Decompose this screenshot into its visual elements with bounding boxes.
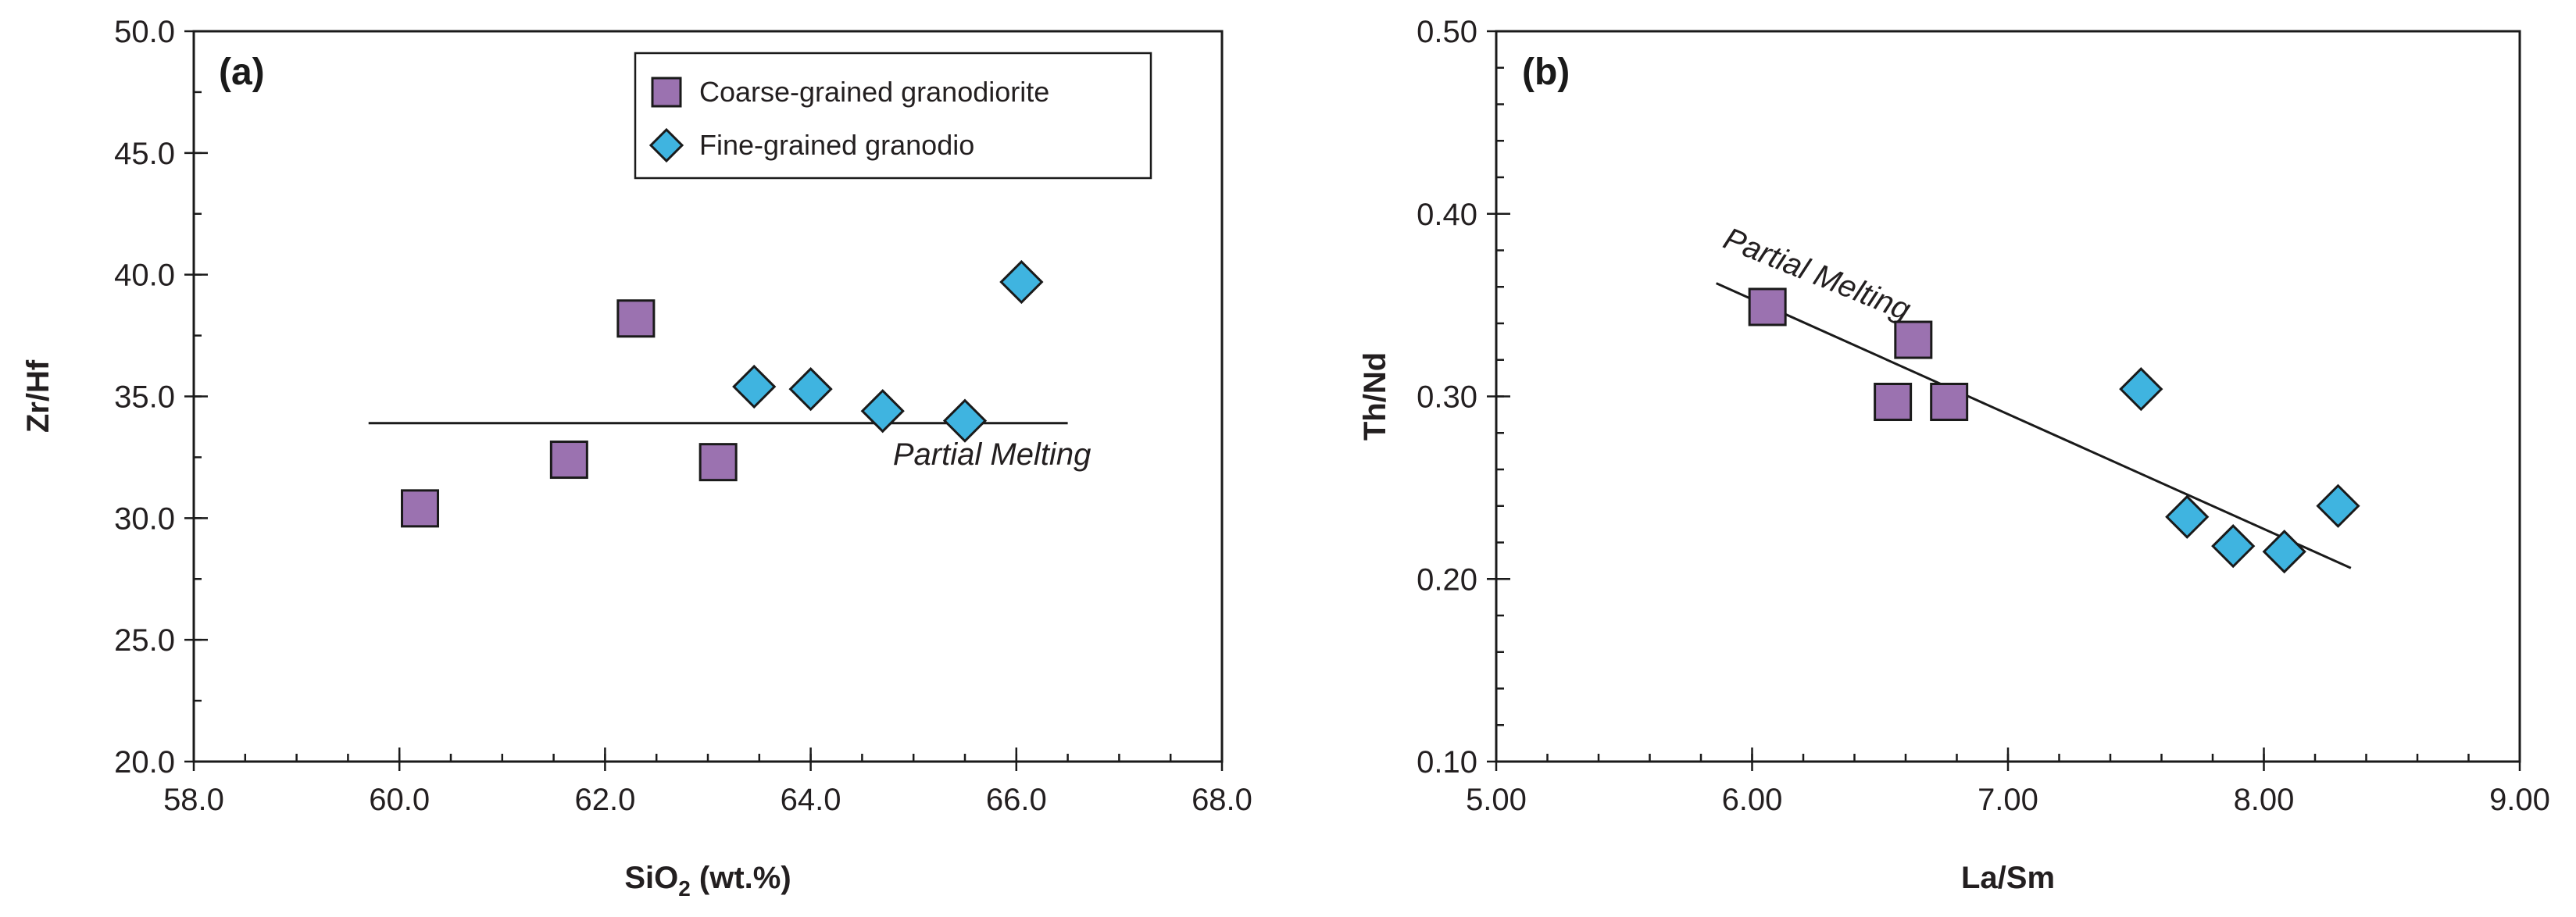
legend-box	[634, 52, 1152, 180]
y-tick-label: 40.0	[114, 259, 175, 293]
x-tick-label: 60.0	[369, 783, 430, 817]
x-tick-label: 5.00	[1466, 783, 1527, 817]
y-tick-label: 25.0	[114, 623, 175, 658]
x-tick-label: 7.00	[1978, 783, 2038, 817]
fine-grained-point	[2262, 530, 2306, 574]
x-tick-label: 68.0	[1192, 783, 1252, 817]
x-tick-label: 66.0	[986, 783, 1047, 817]
partial-melting-trend-line	[1716, 282, 2352, 569]
x-tick-label: 6.00	[1722, 783, 1783, 817]
y-tick-label: 50.0	[114, 15, 175, 49]
y-tick-label: 35.0	[114, 380, 175, 415]
y-tick-label: 0.40	[1417, 198, 1477, 232]
y-tick-label: 0.10	[1417, 745, 1477, 780]
y-tick-label: 0.30	[1417, 380, 1477, 415]
legend: Coarse-grained granodiorite Fine-grained …	[634, 52, 1152, 180]
plot-frame	[1495, 30, 2521, 763]
fine-grained-point	[788, 367, 833, 412]
x-axis-title-main: La/Sm	[1961, 861, 2055, 895]
legend-label: Fine-grained granodio	[699, 129, 974, 161]
coarse-grained-point	[1874, 383, 1913, 422]
coarse-grained-point	[549, 441, 588, 480]
coarse-grained-point	[1930, 383, 1969, 422]
y-tick-label: 0.50	[1417, 15, 1477, 49]
fine-grained-point	[732, 364, 777, 409]
y-tick-label: 0.20	[1417, 562, 1477, 597]
coarse-grained-point	[698, 443, 738, 482]
x-tick-label: 9.00	[2489, 783, 2550, 817]
coarse-grained-point	[401, 489, 440, 528]
x-tick-label: 62.0	[574, 783, 635, 817]
fine-grained-point	[2211, 524, 2256, 569]
y-tick-label: 20.0	[114, 745, 175, 780]
fine-grained-point	[942, 398, 988, 443]
coarse-grained-point	[616, 299, 656, 338]
panel-label: (a)	[219, 52, 265, 93]
y-tick-label: 30.0	[114, 501, 175, 536]
y-axis-title: Zr/Hf	[21, 359, 55, 433]
fine-grained-point	[2119, 367, 2163, 412]
x-axis-title: La/Sm	[1961, 861, 2055, 895]
x-axis-title: SiO2 (wt.%)	[624, 861, 791, 901]
coarse-grained-point	[1748, 287, 1787, 326]
legend-label: Coarse-grained granodiorite	[699, 76, 1049, 108]
x-tick-label: 58.0	[163, 783, 224, 817]
fine-grained-point	[2316, 483, 2360, 528]
x-axis-title-main: SiO	[624, 861, 678, 895]
fine-grained-point	[999, 259, 1044, 305]
legend-square-marker	[651, 77, 682, 108]
chart-panel-a: 58.0 60.0 62.0 64.0 66.0 68.0 20.0 25.0 30.0 35.0…	[21, 15, 1252, 901]
x-axis-title-suffix: (wt.%)	[691, 861, 791, 895]
legend-diamond-marker	[648, 127, 684, 163]
chart-panel-b: 5.00 6.00 7.00 8.00 9.00 0.10 0.20 0.30 0.40 0.50…	[1358, 15, 2550, 895]
fine-grained-point	[860, 389, 905, 434]
fine-grained-point	[2165, 494, 2210, 539]
y-axis-title: Th/Nd	[1358, 352, 1392, 441]
y-tick-label: 45.0	[114, 137, 175, 171]
partial-melting-annotation: Partial Melting	[893, 437, 1091, 472]
coarse-grained-point	[1894, 320, 1933, 359]
x-axis-title-subscript: 2	[678, 876, 691, 901]
panel-label: (b)	[1522, 52, 1570, 93]
x-tick-label: 8.00	[2234, 783, 2295, 817]
x-tick-label: 64.0	[781, 783, 841, 817]
partial-melting-annotation: Partial Melting	[1719, 221, 1915, 327]
